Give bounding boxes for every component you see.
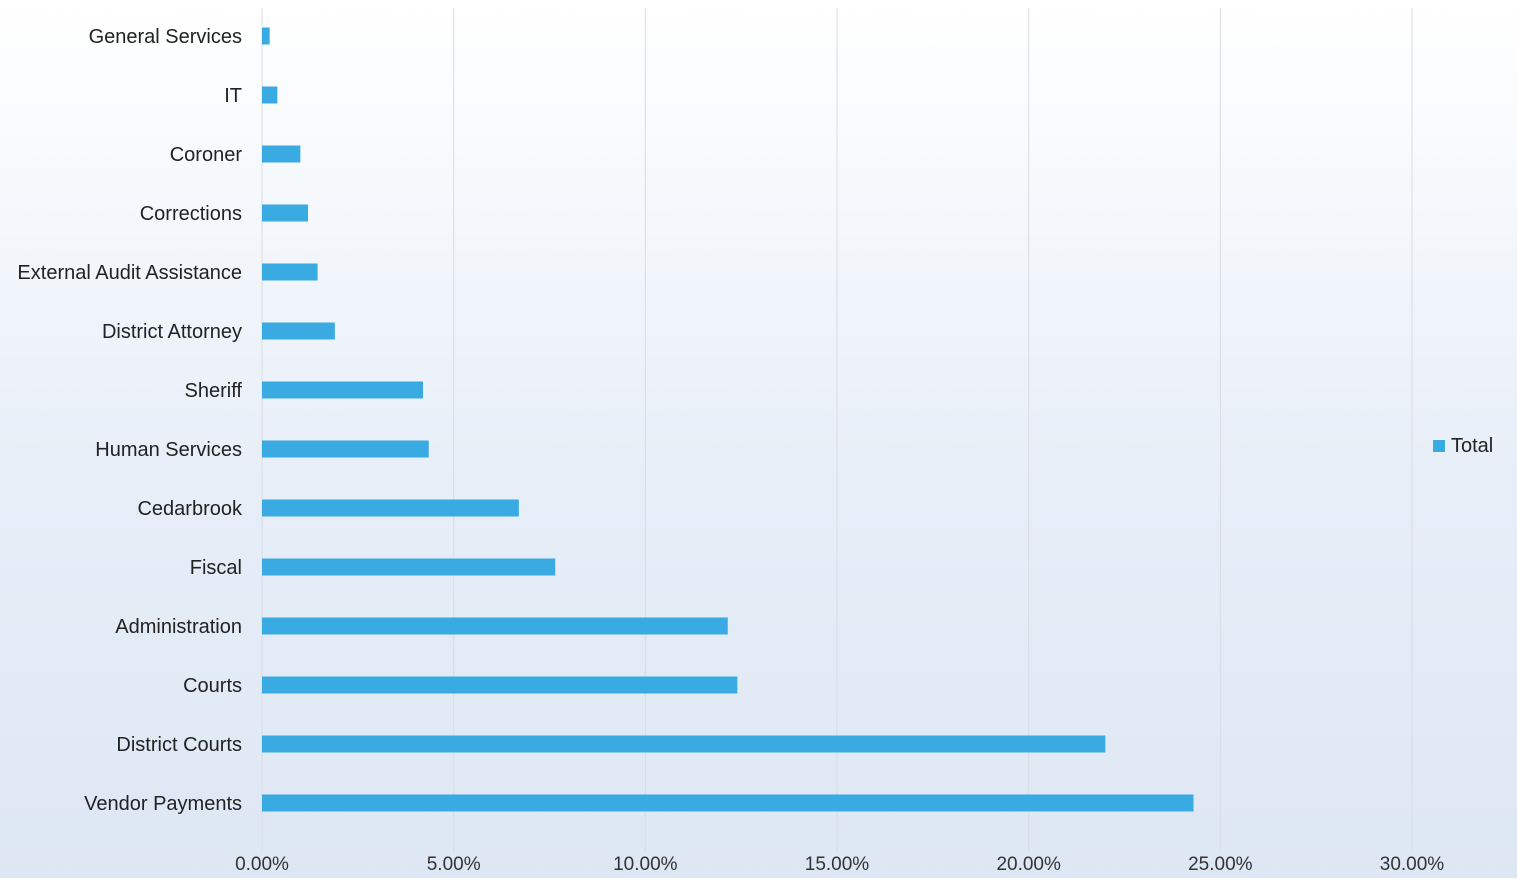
category-label: Human Services (95, 439, 242, 461)
category-label: Courts (183, 675, 242, 697)
bar-fiscal (262, 558, 556, 576)
category-label: Corrections (140, 203, 242, 225)
category-label: General Services (89, 26, 242, 48)
x-tick-labels: 0.00% 5.00% 10.00% 15.00% 20.00% 25.00% 30.00% (235, 854, 1444, 875)
category-label: External Audit Assistance (17, 262, 242, 284)
bar-external-audit-assistance (262, 263, 318, 281)
category-label: Fiscal (190, 557, 242, 579)
bar-cedarbrook (262, 499, 519, 517)
bar-general-services (262, 27, 270, 45)
bar-vendor-payments (262, 794, 1194, 812)
category-labels: General Services IT Coroner Corrections Exte… (17, 26, 243, 815)
category-label: Cedarbrook (137, 498, 243, 520)
bar-human-services (262, 440, 429, 458)
category-label: IT (224, 85, 242, 107)
category-label: District Courts (116, 734, 242, 756)
bar-district-courts (262, 735, 1106, 753)
category-label: Administration (115, 616, 242, 638)
legend-swatch (1433, 440, 1445, 452)
bar-it (262, 86, 278, 104)
legend: Total (1433, 435, 1493, 457)
gridlines (261, 8, 1413, 852)
bar-courts (262, 676, 738, 694)
x-tick-label: 20.00% (996, 854, 1061, 875)
bar-district-attorney (262, 322, 335, 340)
bars (262, 27, 1194, 812)
category-label: Sheriff (185, 380, 243, 402)
x-tick-label: 15.00% (805, 854, 870, 875)
bar-sheriff (262, 381, 423, 399)
x-tick-label: 10.00% (613, 854, 678, 875)
x-tick-label: 25.00% (1188, 854, 1253, 875)
category-label: Coroner (170, 144, 243, 166)
category-label: District Attorney (102, 321, 242, 343)
x-tick-label: 5.00% (427, 854, 481, 875)
x-tick-label: 30.00% (1380, 854, 1445, 875)
bar-administration (262, 617, 728, 635)
x-tick-label: 0.00% (235, 854, 289, 875)
bar-coroner (262, 145, 301, 163)
category-label: Vendor Payments (84, 793, 242, 815)
bar-corrections (262, 204, 308, 222)
legend-label: Total (1451, 435, 1493, 457)
